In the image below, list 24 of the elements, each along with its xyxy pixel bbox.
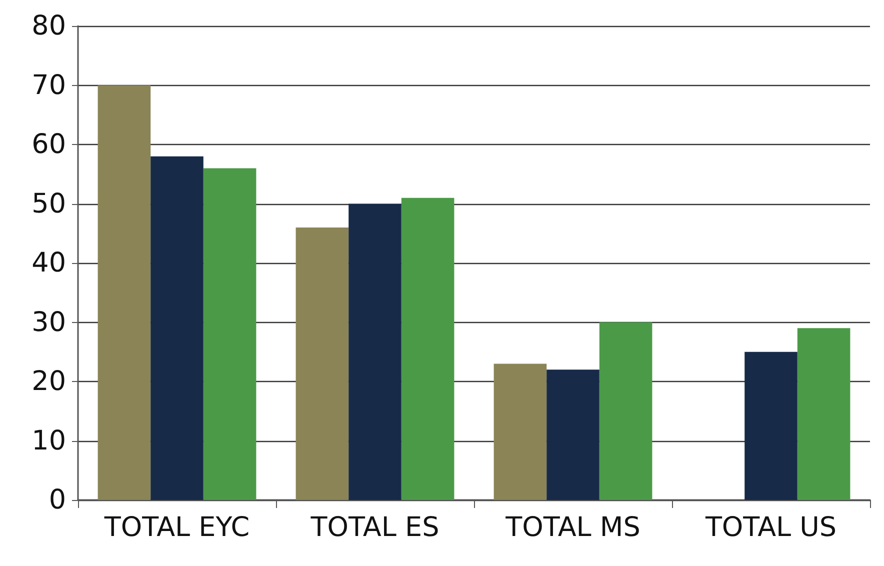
bar <box>744 352 798 500</box>
bar <box>150 156 204 500</box>
y-tick-label: 30 <box>32 306 66 338</box>
bar <box>797 328 850 500</box>
bar <box>98 85 151 500</box>
y-tick-label: 60 <box>32 129 66 160</box>
y-tick-label: 0 <box>48 484 66 516</box>
x-tick-label: TOTAL MS <box>504 512 640 543</box>
bar <box>599 322 652 500</box>
y-tick-label: 10 <box>32 425 66 456</box>
bar <box>494 364 547 500</box>
y-tick-label: 40 <box>32 248 66 278</box>
x-tick-label: TOTAL US <box>704 512 837 543</box>
bar <box>348 204 402 500</box>
bar <box>401 198 454 500</box>
y-tick-label: 50 <box>32 188 66 220</box>
y-tick-label: 20 <box>32 366 66 397</box>
x-tick-label: TOTAL ES <box>310 512 440 543</box>
x-tick-label: TOTAL EYC <box>103 512 250 543</box>
y-tick-label: 80 <box>32 10 66 42</box>
bar <box>546 370 600 500</box>
bar <box>296 227 349 500</box>
bar <box>203 168 256 500</box>
y-tick-label: 70 <box>32 70 66 101</box>
